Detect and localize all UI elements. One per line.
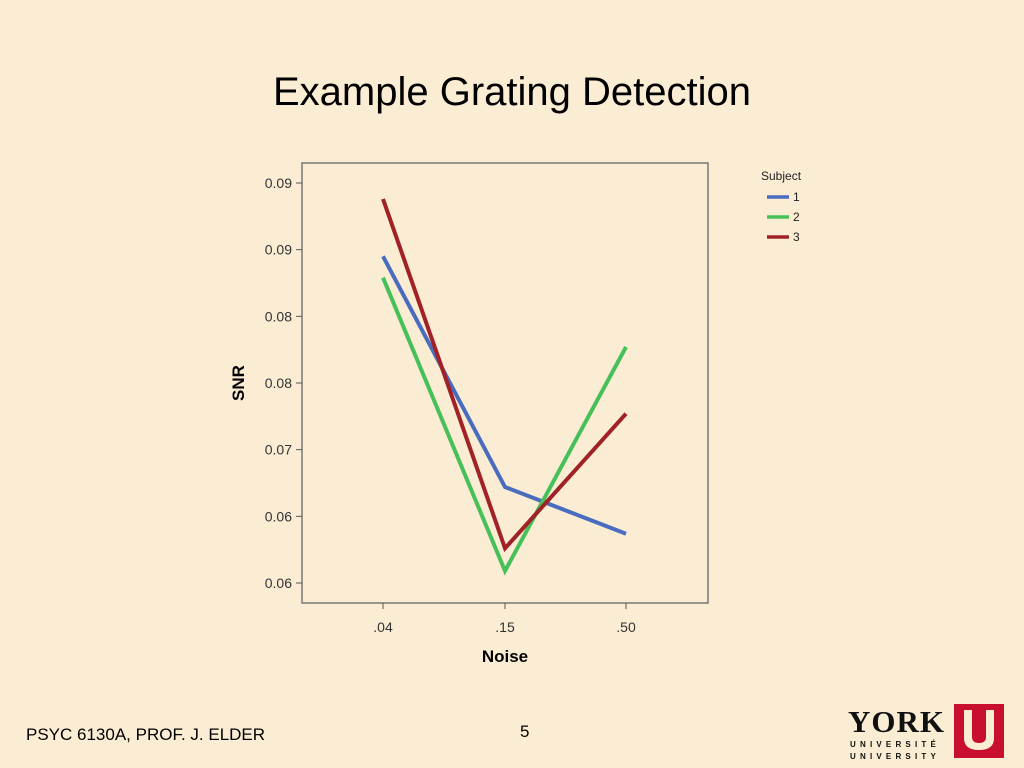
y-tick-label: 0.08 bbox=[265, 308, 292, 324]
x-tick-label: .15 bbox=[495, 619, 515, 635]
series-line-subject-2 bbox=[381, 276, 628, 576]
y-tick-label: 0.09 bbox=[265, 242, 292, 258]
x-tick-label: .04 bbox=[373, 619, 393, 635]
y-tick-label: 0.06 bbox=[265, 508, 292, 524]
y-tick-label: 0.09 bbox=[265, 175, 292, 191]
y-tick-label: 0.06 bbox=[265, 575, 292, 591]
page-number: 5 bbox=[520, 722, 530, 741]
slide-title: Example Grating Detection bbox=[272, 70, 751, 114]
series-line-subject-1 bbox=[381, 255, 627, 536]
york-u-mark-icon bbox=[954, 704, 1004, 758]
y-tick-label: 0.07 bbox=[265, 442, 292, 458]
x-tick-label: .50 bbox=[616, 619, 636, 635]
legend-label-2: 2 bbox=[793, 210, 800, 224]
series-line-subject-3 bbox=[381, 198, 628, 553]
line-chart: 0.06 0.06 0.07 0.08 0.08 0.09 0.09 .04 .15 .50 S… bbox=[229, 162, 802, 666]
legend-label-3: 3 bbox=[793, 230, 800, 244]
logo-line-english: UNIVERSITY bbox=[850, 752, 941, 761]
york-university-logo: YORK UNIVERSITÉ UNIVERSITY bbox=[846, 702, 1016, 764]
y-tick-label: 0.08 bbox=[265, 375, 292, 391]
logo-line-french: UNIVERSITÉ bbox=[850, 740, 941, 749]
legend-title: Subject bbox=[761, 169, 802, 183]
x-axis-label: Noise bbox=[482, 647, 528, 666]
plot-area bbox=[301, 162, 709, 604]
footer-course-label: PSYC 6130A, PROF. J. ELDER bbox=[26, 725, 266, 744]
logo-wordmark: YORK bbox=[848, 704, 945, 739]
legend-label-1: 1 bbox=[793, 190, 800, 204]
y-axis-label: SNR bbox=[229, 365, 248, 401]
